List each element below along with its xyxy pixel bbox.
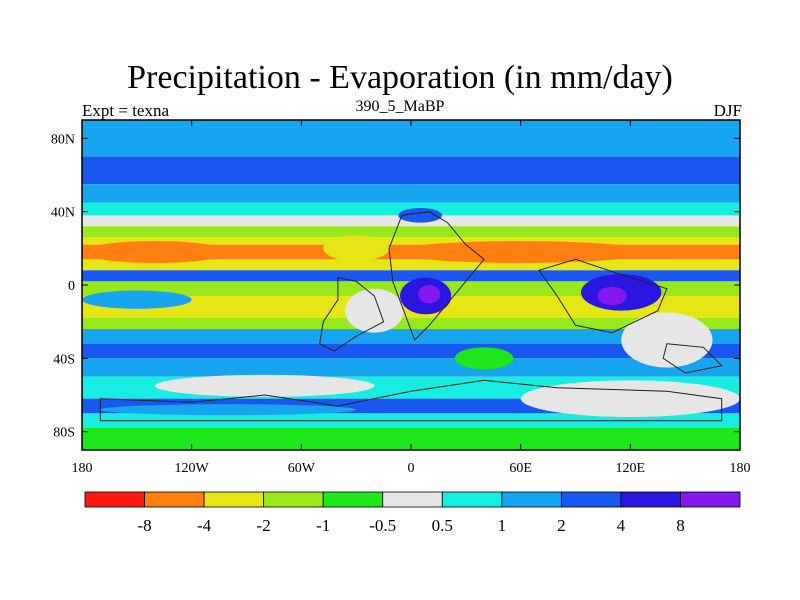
band-6 [82,237,740,245]
x-tick-label-2: 60W [288,461,316,476]
field-patch-7 [597,286,627,306]
colorbar: -8 -4 -2 -1 -0.5 0.5 1 2 4 8 [84,491,741,535]
colorbar-label-5: 0.5 [432,516,453,535]
colorbar-label-1: -4 [197,516,212,535]
x-tick-label-0: 180 [72,461,93,476]
field-patch-0 [82,241,229,263]
field-patch-8 [82,290,192,309]
colorbar-box-2 [203,491,265,508]
land-outline-0 [319,277,385,352]
x-tick-label-6: 180 [730,461,751,476]
field-patch-2 [323,235,390,262]
colorbar-box-1 [144,491,205,508]
x-tick-label-3: 0 [408,461,415,476]
y-tick-label-1: 40N [51,206,75,221]
colorbar-label-7: 2 [557,516,566,535]
experiment-label: Expt = texna [82,101,170,120]
map-axes: 180 120W 60W 0 60E 120E 180 80N 40N 0 40S 80S [51,120,751,476]
colorbar-box-7 [501,491,562,508]
y-tick-label-0: 80N [51,132,75,147]
land-outline-3 [662,343,723,374]
band-12 [82,318,740,329]
map-title: Precipitation - Evaporation (in mm/day) [127,59,673,96]
x-tick-label-1: 120W [175,461,210,476]
band-0 [82,120,740,157]
colorbar-box-8 [560,491,622,508]
band-13 [82,329,740,344]
colorbar-label-3: -1 [316,516,330,535]
field-patch-10 [621,312,713,368]
colorbar-box-5 [382,491,443,508]
field-patch-9 [345,288,404,333]
field-patch-1 [392,241,649,263]
x-tick-label-5: 120E [616,461,646,476]
band-5 [82,226,740,238]
colorbar-box-6 [441,491,503,508]
field-patch-13 [155,374,375,397]
land-outline-1 [388,211,485,341]
y-tick-label-2: 0 [68,279,75,294]
season-label: DJF [713,101,742,120]
land-outline-2 [538,258,668,334]
colorbar-label-2: -2 [257,516,271,535]
field-patch-14 [100,404,357,416]
colorbar-label-0: -8 [137,516,151,535]
y-tick-label-4: 80S [53,426,75,441]
band-8 [82,259,740,271]
colorbar-box-0 [84,491,145,508]
field-patch-3 [398,208,443,223]
x-tick-label-4: 60E [509,461,532,476]
field-patch-12 [520,380,740,417]
band-9 [82,270,740,282]
colorbar-box-4 [322,491,384,508]
colorbar-label-6: 1 [498,516,507,535]
land-outline-4 [99,379,723,422]
colorbar-label-4: -0.5 [369,516,396,535]
band-1 [82,156,740,185]
field-patch-11 [454,347,514,370]
land-outlines [99,211,723,422]
pe-field [82,120,740,450]
colorbar-label-8: 4 [617,516,626,535]
map-subtitle: 390_5_MaBP [355,98,445,115]
band-2 [82,184,740,203]
band-19 [82,428,740,450]
field-patch-5 [418,285,441,304]
band-14 [82,343,740,359]
y-tick-label-3: 40S [53,352,75,367]
colorbar-box-10 [680,491,741,508]
colorbar-box-9 [620,491,681,508]
colorbar-box-3 [263,491,324,508]
colorbar-label-9: 8 [676,516,685,535]
band-15 [82,358,740,377]
